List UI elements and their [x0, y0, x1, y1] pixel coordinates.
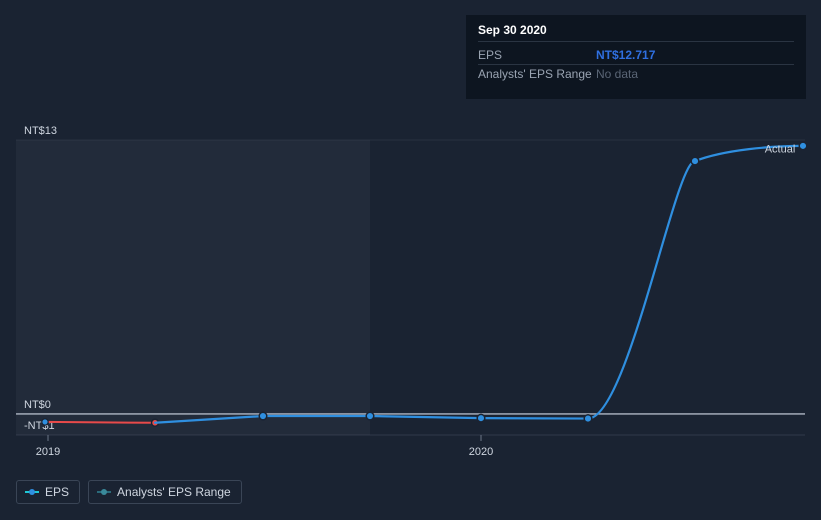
legend-item-label: EPS: [45, 485, 69, 499]
legend-swatch-icon: [97, 488, 111, 496]
series-marker: [691, 157, 699, 165]
tooltip-row-label: EPS: [478, 48, 596, 62]
tooltip-row: Analysts' EPS Range No data: [478, 65, 794, 83]
y-axis-tick-label: NT$0: [24, 399, 51, 411]
series-marker: [799, 142, 807, 150]
legend-item-eps[interactable]: EPS: [16, 480, 80, 504]
legend-swatch-icon: [25, 488, 39, 496]
chart-tooltip: Sep 30 2020 EPS NT$12.717 Analysts' EPS …: [466, 15, 806, 99]
tooltip-row-value: No data: [596, 67, 638, 81]
series-marker: [259, 412, 267, 420]
series-marker: [366, 412, 374, 420]
y-axis-tick-label: NT$13: [24, 125, 57, 137]
series-line-EPS-negative: [45, 422, 155, 423]
legend-item-label: Analysts' EPS Range: [117, 485, 231, 499]
series-marker: [584, 415, 592, 423]
tooltip-row-value: NT$12.717: [596, 48, 655, 62]
x-axis-tick-label: 2020: [469, 446, 493, 458]
tooltip-date: Sep 30 2020: [478, 23, 794, 42]
x-axis-tick-label: 2019: [36, 446, 60, 458]
legend-item-analysts-range[interactable]: Analysts' EPS Range: [88, 480, 242, 504]
tooltip-row: EPS NT$12.717: [478, 46, 794, 65]
chart-annotation-actual: Actual: [765, 143, 796, 155]
tooltip-row-label: Analysts' EPS Range: [478, 67, 596, 81]
chart-legend: EPS Analysts' EPS Range: [16, 480, 242, 504]
series-marker: [477, 414, 485, 422]
